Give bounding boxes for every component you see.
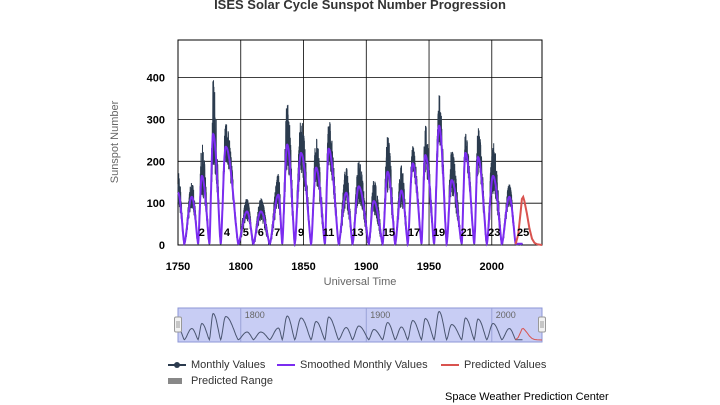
cycle-label: 13: [351, 227, 363, 239]
navigator-label: 2000: [496, 310, 516, 320]
legend-monthly-swatch: [168, 360, 186, 370]
navigator-series: [177, 310, 523, 342]
cycle-label: 5: [243, 227, 249, 239]
x-tick-label: 1850: [291, 261, 315, 273]
x-tick-label: 1800: [229, 261, 253, 273]
x-tick-label: 2000: [480, 261, 504, 273]
cycle-label: 4: [224, 227, 231, 239]
navigator-range: [177, 307, 543, 343]
navigator-label: 1800: [245, 310, 265, 320]
x-tick-label: 1750: [166, 261, 190, 273]
navigator-handle-right[interactable]: [538, 316, 546, 333]
y-axis-label: Sunspot Number: [109, 100, 121, 183]
cycle-label: 17: [408, 227, 420, 239]
navigator-label: 1900: [370, 310, 390, 320]
navigator[interactable]: 1800 1900 2000: [174, 307, 546, 343]
axis-layer: 0 100 200 300 400 1750 1800 1850 1900 1950 2000 Uni…: [109, 73, 529, 288]
x-tick-label: 1900: [354, 261, 378, 273]
legend-smoothed-label: Smoothed Monthly Values: [300, 359, 428, 371]
credit-text: Space Weather Prediction Center: [445, 391, 609, 403]
y-tick-label: 400: [147, 73, 165, 85]
navigator-handle-left[interactable]: [174, 316, 182, 333]
plot-frame: [177, 39, 543, 246]
cycle-label: 21: [461, 227, 473, 239]
navigator-predicted: [515, 327, 543, 341]
grid-layer: [177, 39, 543, 246]
cycle-label: 23: [488, 227, 500, 239]
legend-range-swatch: [168, 376, 186, 386]
legend-predicted-label: Predicted Values: [464, 359, 547, 371]
y-tick-label: 300: [147, 114, 165, 126]
cycle-label: 19: [433, 227, 445, 239]
chart-title: ISES Solar Cycle Sunspot Number Progress…: [214, 0, 506, 12]
legend-range-label: Predicted Range: [191, 375, 273, 387]
cycle-label: 11: [323, 227, 335, 239]
legend-monthly[interactable]: Monthly Values: [168, 359, 265, 371]
legend-monthly-label: Monthly Values: [191, 359, 266, 371]
cycle-label: 2: [199, 227, 205, 239]
x-axis-label: Universal Time: [324, 276, 397, 288]
legend-predicted-swatch: [441, 360, 459, 370]
cycle-label: 9: [298, 227, 304, 239]
cycle-label: 6: [258, 227, 264, 239]
cycle-label: 7: [274, 227, 280, 239]
legend-smoothed[interactable]: Smoothed Monthly Values: [277, 359, 428, 371]
y-tick-label: 200: [147, 156, 165, 168]
series-smoothed-values: [177, 124, 523, 248]
legend-smoothed-swatch: [277, 360, 295, 370]
legend-predicted[interactable]: Predicted Values: [441, 359, 546, 371]
data-layer: [177, 80, 543, 248]
x-tick-label: 1950: [417, 261, 441, 273]
y-tick-label: 0: [159, 240, 165, 252]
series-predicted-values: [514, 194, 543, 246]
y-tick-label: 100: [147, 198, 165, 210]
cycle-label: 15: [383, 227, 395, 239]
cycle-label: 25: [517, 227, 529, 239]
legend-range[interactable]: Predicted Range: [168, 375, 273, 387]
